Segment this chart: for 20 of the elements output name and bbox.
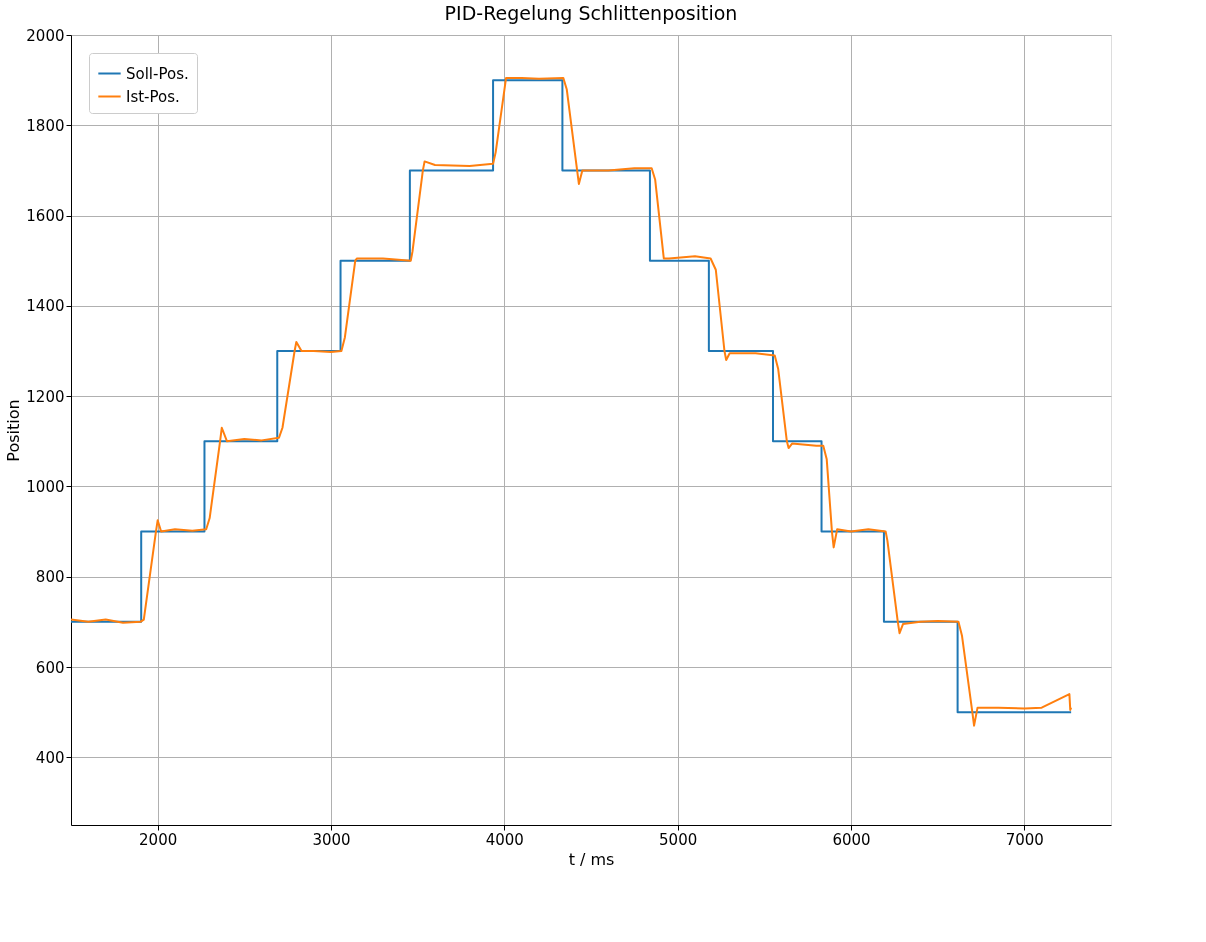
y-tick-label: 1600 <box>26 207 65 226</box>
legend-label: Soll-Pos. <box>126 64 189 83</box>
y-tick-label: 800 <box>35 568 65 587</box>
chart-title: PID-Regelung Schlittenposition <box>444 2 738 24</box>
x-tick-label: 5000 <box>659 830 698 849</box>
y-tick-label: 1800 <box>26 116 65 135</box>
x-tick-label: 4000 <box>485 830 524 849</box>
x-tick-label: 6000 <box>832 830 871 849</box>
y-tick-label: 1000 <box>26 477 65 496</box>
y-tick-label: 600 <box>35 658 65 677</box>
y-axis-title: Position <box>4 399 24 462</box>
x-axis-title: t / ms <box>568 849 615 869</box>
y-tick-label: 1200 <box>26 387 65 406</box>
y-tick-label: 1400 <box>26 297 65 316</box>
x-tick-label: 7000 <box>1005 830 1044 849</box>
x-tick-label: 2000 <box>139 830 178 849</box>
x-tick-label: 3000 <box>312 830 351 849</box>
legend-label: Ist-Pos. <box>126 87 180 106</box>
y-tick-label: 400 <box>35 748 65 767</box>
y-tick-label: 2000 <box>26 26 65 45</box>
